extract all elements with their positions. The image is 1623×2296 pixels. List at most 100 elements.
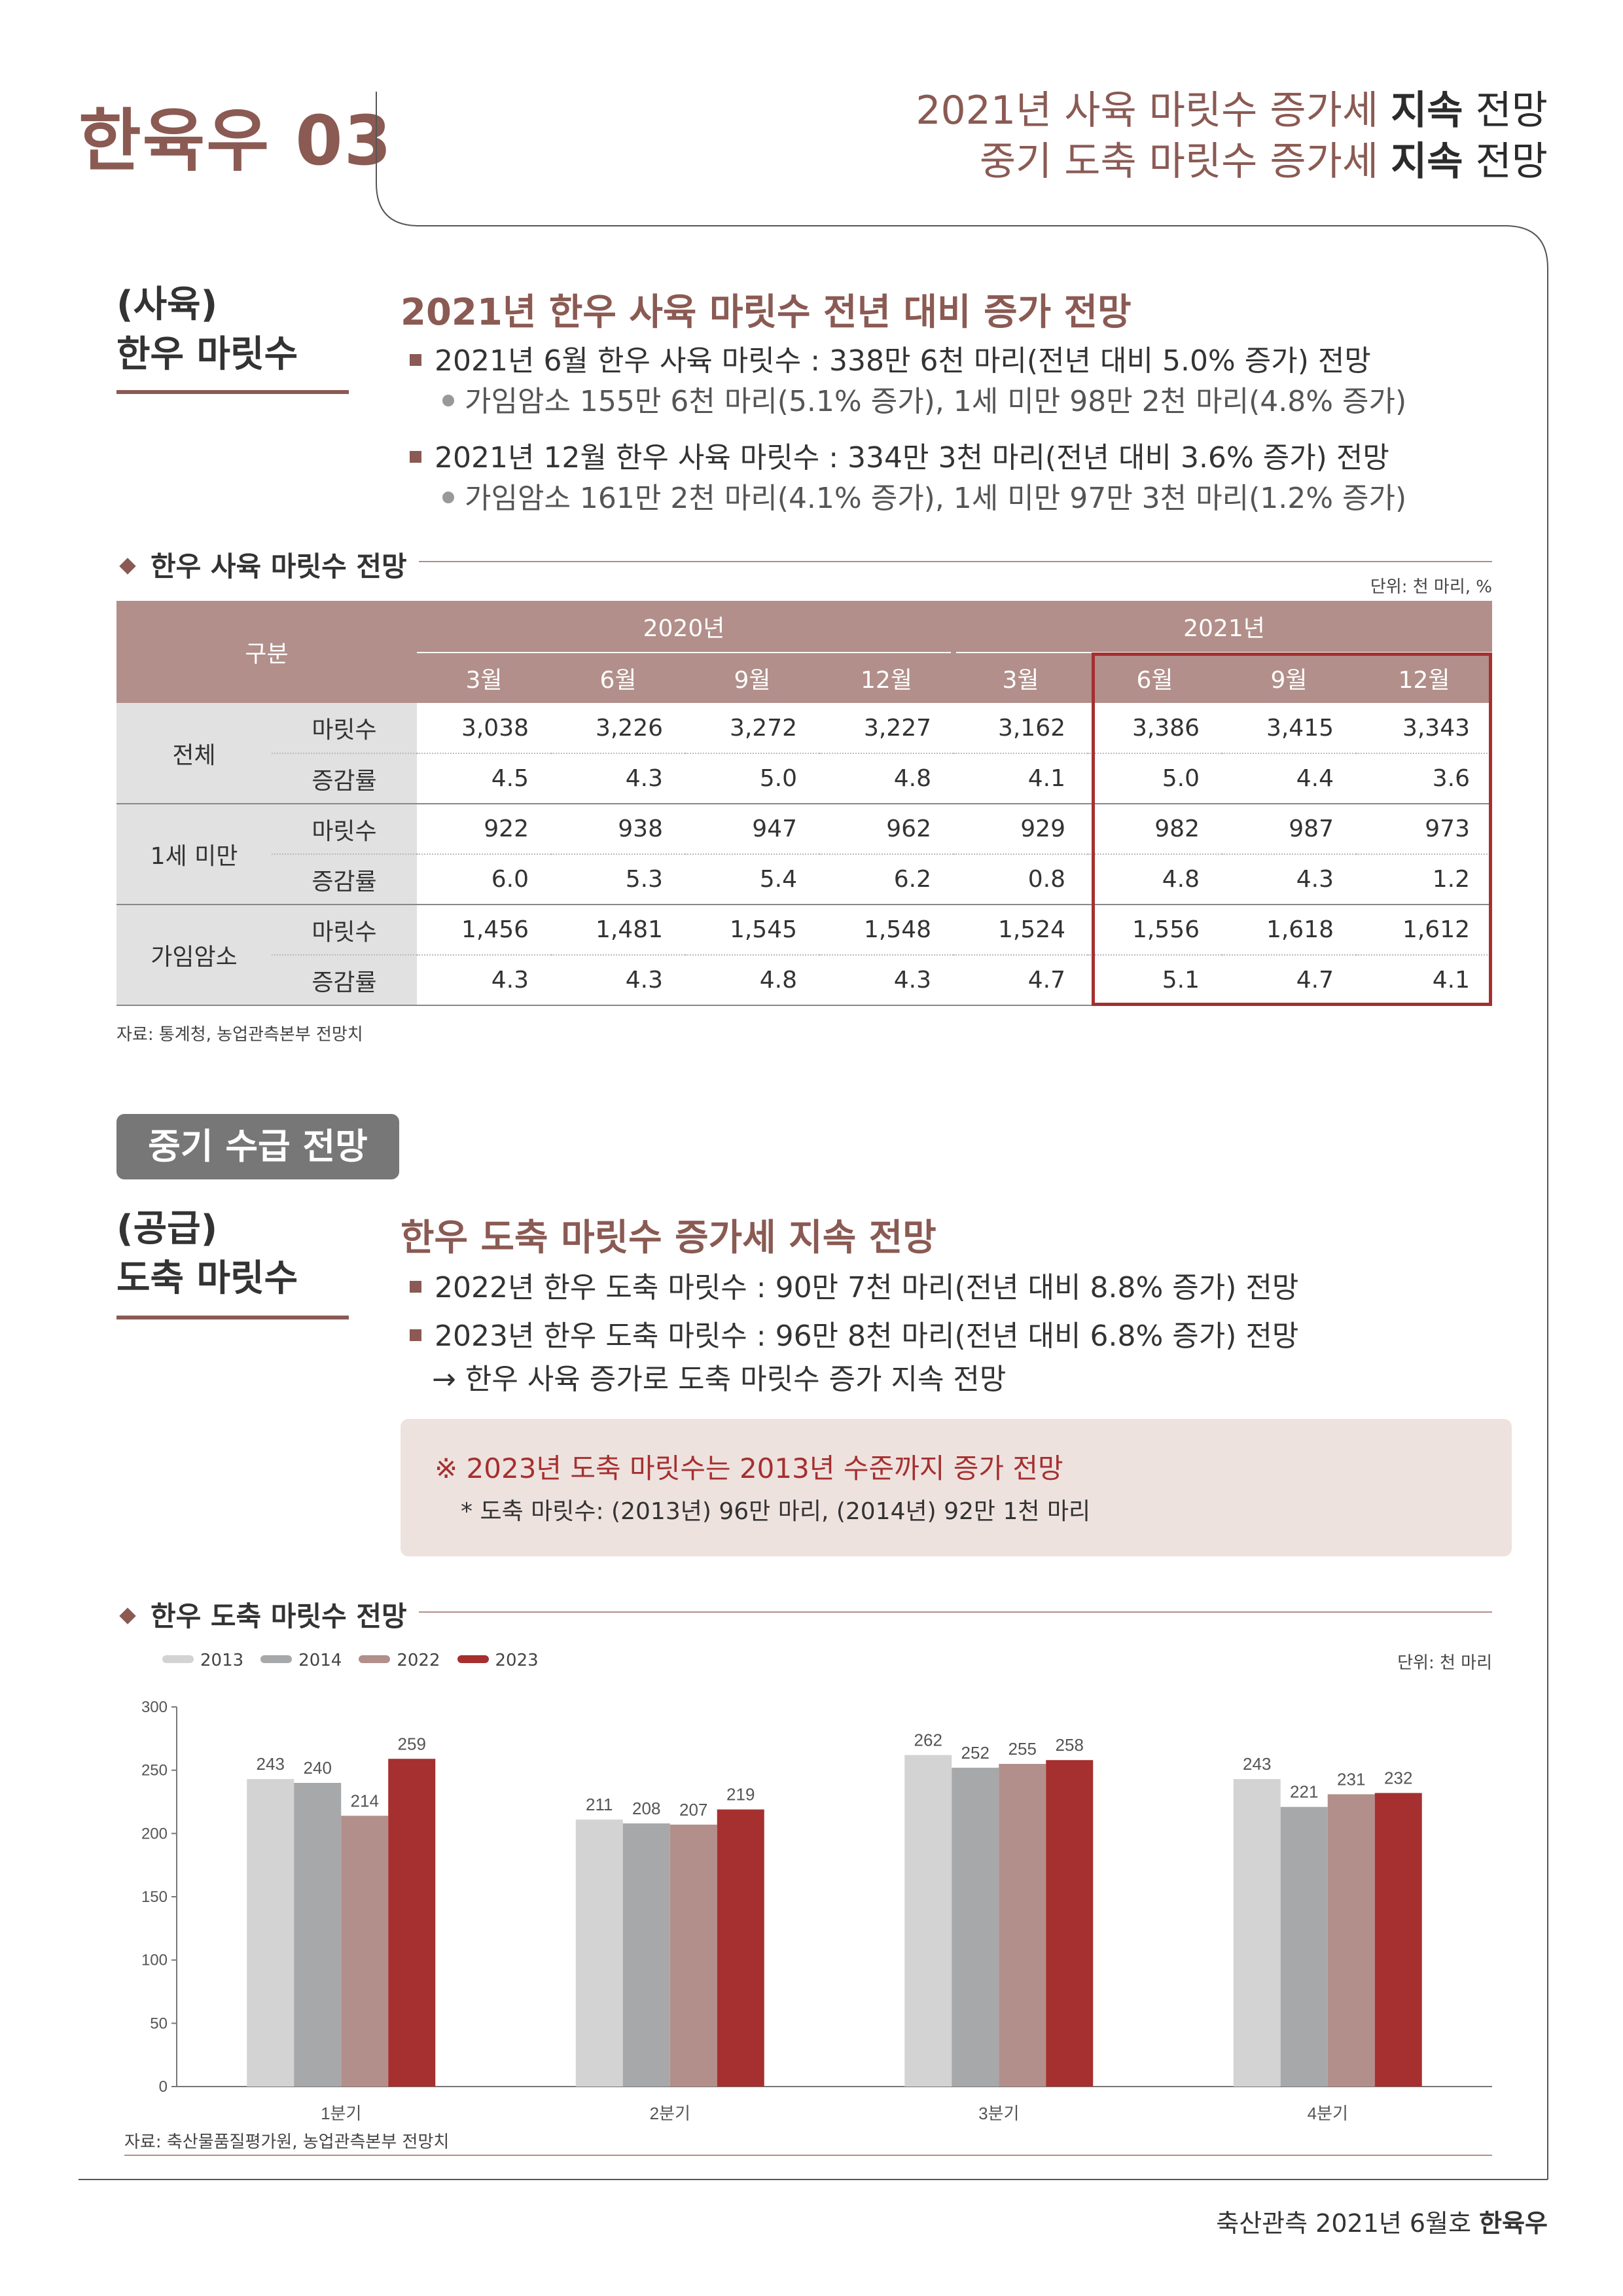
group-label: 가임암소 bbox=[116, 905, 272, 1006]
section2-bullet2: 2023년 한우 도축 마릿수 : 96만 8천 마리(전년 대비 6.8% 증… bbox=[410, 1316, 1298, 1357]
bar bbox=[1374, 1793, 1422, 2087]
group-label: 1세 미만 bbox=[116, 804, 272, 905]
table-cell: 4.7 bbox=[954, 955, 1088, 1006]
table-cell: 3,226 bbox=[551, 703, 685, 754]
row-label: 증감률 bbox=[272, 753, 417, 804]
forecast-highlight-box bbox=[1092, 653, 1492, 1006]
y-tick-label: 50 bbox=[150, 2015, 168, 2032]
caption-rule bbox=[419, 561, 1492, 562]
legend-swatch bbox=[359, 1655, 391, 1663]
legend-swatch bbox=[260, 1655, 293, 1663]
legend-item: 2014 bbox=[260, 1651, 342, 1670]
square-bullet-icon bbox=[410, 451, 421, 463]
group-label: 전체 bbox=[116, 703, 272, 804]
section2-bullet1: 2022년 한우 도축 마릿수 : 90만 7천 마리(전년 대비 8.8% 증… bbox=[410, 1267, 1298, 1309]
dot-bullet-icon bbox=[442, 395, 454, 406]
callout-main: ※ 2023년 도축 마릿수는 2013년 수준까지 증가 전망 bbox=[435, 1452, 1063, 1484]
legend-label: 2023 bbox=[495, 1651, 539, 1670]
bar-data-label: 243 bbox=[1243, 1754, 1271, 1774]
table-cell: 973 bbox=[1356, 804, 1492, 855]
x-tick-label: 1분기 bbox=[321, 2104, 361, 2121]
bar-data-label: 259 bbox=[398, 1734, 426, 1753]
table-corner-header: 구분 bbox=[116, 601, 417, 703]
legend-swatch bbox=[457, 1655, 489, 1663]
table-cell: 1,481 bbox=[551, 905, 685, 956]
diamond-icon bbox=[119, 557, 136, 575]
legend-item: 2013 bbox=[162, 1651, 243, 1670]
table-cell: 6.0 bbox=[417, 854, 551, 905]
y-tick-label: 150 bbox=[141, 1888, 168, 1906]
bar bbox=[1046, 1760, 1094, 2087]
table-cell: 982 bbox=[1088, 804, 1222, 855]
square-bullet-icon bbox=[410, 1329, 421, 1341]
chart-caption: 한우 도축 마릿수 전망 bbox=[119, 1594, 407, 1634]
table-cell: 5.3 bbox=[551, 854, 685, 905]
bar-data-label: 219 bbox=[726, 1785, 755, 1804]
table-cell: 4.4 bbox=[1222, 753, 1356, 804]
bar bbox=[575, 1820, 623, 2087]
y-tick-label: 300 bbox=[141, 1698, 168, 1716]
table-cell: 3,272 bbox=[685, 703, 819, 754]
table-cell: 3,038 bbox=[417, 703, 551, 754]
table-cell: 1,456 bbox=[417, 905, 551, 956]
table-caption: 한우 사육 마릿수 전망 bbox=[119, 545, 407, 584]
table-cell: 4.3 bbox=[417, 955, 551, 1006]
table-cell: 929 bbox=[954, 804, 1088, 855]
chart-unit: 단위: 천 마리 bbox=[1397, 1653, 1492, 1673]
year-2021-header: 2021년 bbox=[951, 601, 1492, 653]
month-header: 9월 bbox=[685, 653, 819, 703]
legend-item: 2022 bbox=[359, 1651, 440, 1670]
bar-data-label: 231 bbox=[1337, 1769, 1365, 1789]
table-cell: 4.1 bbox=[954, 753, 1088, 804]
bar-data-label: 221 bbox=[1290, 1782, 1318, 1802]
table-row: 가임암소 마릿수 1,456 1,481 1,545 1,548 1,524 1,556 1,6… bbox=[116, 905, 1492, 1006]
slaughter-bar-chart: 0 50 100 150 200 250 300 1분기 243 240 214 259 2분기 211 2… bbox=[141, 1698, 1492, 2121]
table-cell: 5.4 bbox=[685, 854, 819, 905]
bar-data-label: 243 bbox=[257, 1754, 285, 1774]
table-cell: 1,556 bbox=[1088, 905, 1222, 956]
section1-headline: 2021년 한우 사육 마릿수 전년 대비 증가 전망 bbox=[401, 291, 1132, 334]
caption-rule bbox=[419, 1611, 1492, 1613]
table-cell: 3,162 bbox=[954, 703, 1088, 754]
table-cell: 1,548 bbox=[819, 905, 954, 956]
section1-label: (사육) 한우 마릿수 bbox=[116, 283, 298, 376]
table-cell: 5.0 bbox=[685, 753, 819, 804]
bar bbox=[717, 1809, 764, 2087]
year-2020-header: 2020년 bbox=[417, 601, 954, 653]
table-source: 자료: 통계청, 농업관측본부 전망치 bbox=[116, 1025, 363, 1045]
bar-data-label: 207 bbox=[679, 1800, 707, 1820]
bar bbox=[622, 1823, 670, 2087]
dot-bullet-icon bbox=[442, 492, 454, 503]
month-header: 3월 bbox=[954, 653, 1088, 703]
table-row: 증감률 4.5 4.3 5.0 4.8 4.1 5.0 4.4 3.6 bbox=[116, 753, 1492, 804]
table-cell: 4.8 bbox=[685, 955, 819, 1006]
table-cell: 4.3 bbox=[819, 955, 954, 1006]
section1-bullet1: 2021년 6월 한우 사육 마릿수 : 338만 6천 마리(전년 대비 5.… bbox=[410, 340, 1371, 382]
chart-bottom-rule bbox=[124, 2155, 1492, 2156]
bar-data-label: 208 bbox=[632, 1799, 660, 1818]
table-cell: 4.7 bbox=[1222, 955, 1356, 1006]
section1-underline bbox=[116, 390, 349, 394]
table-cell: 3.6 bbox=[1356, 753, 1492, 804]
table-cell: 5.1 bbox=[1088, 955, 1222, 1006]
y-tick-label: 100 bbox=[141, 1952, 168, 1969]
callout-box: ※ 2023년 도축 마릿수는 2013년 수준까지 증가 전망 * 도축 마릿… bbox=[401, 1419, 1512, 1556]
bar-data-label: 252 bbox=[961, 1743, 990, 1763]
row-label: 마릿수 bbox=[272, 804, 417, 855]
bar bbox=[1280, 1806, 1328, 2087]
table-cell: 947 bbox=[685, 804, 819, 855]
section2-underline bbox=[116, 1316, 349, 1319]
legend-swatch bbox=[162, 1655, 194, 1663]
month-header: 3월 bbox=[417, 653, 551, 703]
bar bbox=[388, 1759, 436, 2087]
bar bbox=[247, 1779, 294, 2087]
table-cell: 5.0 bbox=[1088, 753, 1222, 804]
callout-sub: * 도축 마릿수: (2013년) 96만 마리, (2014년) 92만 1천… bbox=[461, 1498, 1091, 1525]
month-header: 6월 bbox=[551, 653, 685, 703]
table-cell: 1.2 bbox=[1356, 854, 1492, 905]
bar-data-label: 262 bbox=[914, 1730, 942, 1749]
row-label: 증감률 bbox=[272, 854, 417, 905]
table-cell: 1,524 bbox=[954, 905, 1088, 956]
month-header: 12월 bbox=[1356, 653, 1492, 703]
